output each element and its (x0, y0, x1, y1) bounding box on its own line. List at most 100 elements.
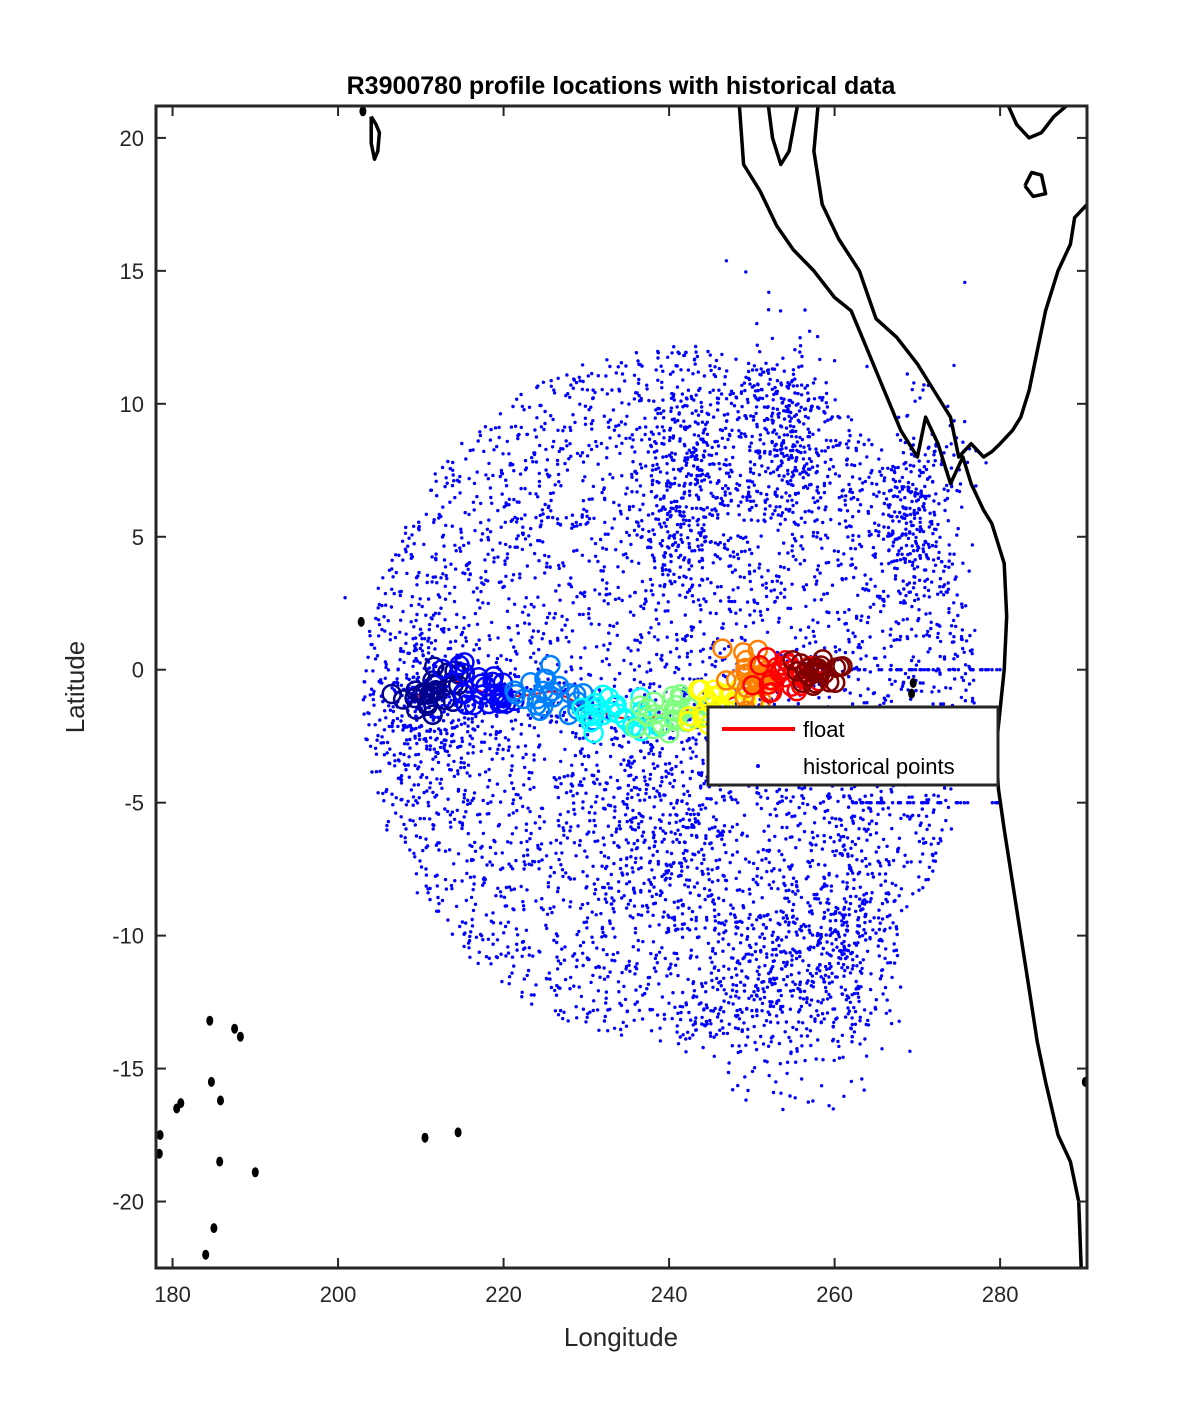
historical-point (443, 618, 447, 622)
historical-point (743, 414, 747, 418)
historical-point (534, 492, 538, 496)
historical-point (696, 544, 700, 548)
historical-point (393, 635, 398, 640)
historical-point (630, 445, 634, 449)
historical-point (852, 575, 856, 580)
historical-point (450, 483, 455, 488)
historical-point (486, 538, 491, 542)
historical-point (675, 405, 679, 409)
historical-point (478, 430, 482, 434)
historical-point (660, 386, 664, 390)
historical-point (734, 932, 738, 936)
historical-point (523, 537, 528, 541)
historical-point (587, 672, 591, 677)
historical-point (465, 771, 469, 775)
historical-point (845, 836, 850, 840)
historical-point (707, 475, 711, 479)
historical-point (512, 645, 516, 649)
historical-point (497, 435, 501, 440)
historical-point (761, 1042, 766, 1046)
historical-point (943, 498, 947, 502)
historical-point (731, 906, 735, 910)
historical-point (656, 517, 661, 522)
historical-point (604, 657, 609, 661)
historical-point (799, 405, 803, 409)
historical-point (779, 581, 783, 585)
historical-point (548, 977, 552, 981)
historical-point (775, 789, 779, 794)
historical-point (783, 964, 788, 968)
historical-point (868, 919, 872, 923)
historical-point (529, 655, 533, 660)
historical-point (556, 472, 561, 477)
historical-point (845, 463, 849, 467)
historical-point (784, 1020, 789, 1024)
historical-point (447, 848, 452, 852)
historical-point (734, 622, 739, 626)
historical-point (737, 483, 742, 487)
historical-point (784, 507, 788, 511)
historical-point (709, 1009, 713, 1013)
historical-point (586, 1012, 590, 1016)
historical-point (729, 401, 734, 406)
historical-point (642, 881, 646, 886)
historical-point (468, 955, 472, 959)
historical-point (807, 509, 811, 513)
historical-point (898, 490, 902, 494)
historical-point (624, 364, 628, 368)
historical-point (912, 464, 916, 468)
historical-point (406, 799, 410, 803)
historical-point (592, 882, 596, 886)
historical-point (640, 635, 644, 640)
historical-point (623, 813, 628, 817)
historical-point (688, 493, 692, 497)
historical-point (682, 442, 687, 447)
historical-point (481, 601, 485, 605)
historical-point (687, 518, 692, 523)
historical-point (606, 824, 610, 828)
historical-point (865, 800, 869, 805)
historical-point (526, 853, 530, 857)
historical-point (590, 427, 594, 431)
historical-point (549, 384, 553, 388)
historical-point (748, 892, 752, 896)
historical-point (431, 575, 435, 579)
historical-point (661, 593, 666, 597)
historical-point (660, 658, 664, 662)
historical-point (700, 566, 705, 570)
historical-point (617, 889, 621, 893)
historical-point (711, 388, 715, 392)
historical-point (752, 1066, 757, 1070)
historical-point (614, 444, 618, 449)
historical-point (683, 459, 687, 463)
historical-point (725, 419, 729, 423)
historical-point (809, 482, 813, 487)
historical-point (772, 959, 776, 963)
historical-point (875, 482, 879, 486)
historical-point (897, 536, 901, 540)
historical-point (374, 616, 378, 621)
historical-point (744, 1098, 748, 1102)
historical-point (956, 613, 960, 618)
historical-point (851, 533, 855, 538)
historical-point (687, 1010, 691, 1015)
historical-point (939, 702, 943, 706)
historical-point (653, 456, 658, 460)
historical-point (921, 837, 925, 841)
historical-point (824, 533, 828, 537)
historical-point (754, 942, 758, 946)
historical-point (738, 473, 743, 478)
historical-point (736, 556, 741, 561)
historical-point (747, 570, 752, 574)
historical-point (694, 927, 698, 931)
historical-point (797, 785, 801, 790)
historical-point (410, 595, 415, 599)
historical-point (722, 930, 726, 935)
historical-point (762, 418, 767, 423)
historical-point (918, 860, 922, 864)
historical-point (834, 937, 838, 942)
historical-point (452, 479, 456, 483)
historical-point (656, 638, 660, 642)
historical-point (621, 1020, 625, 1025)
historical-point (859, 544, 864, 549)
